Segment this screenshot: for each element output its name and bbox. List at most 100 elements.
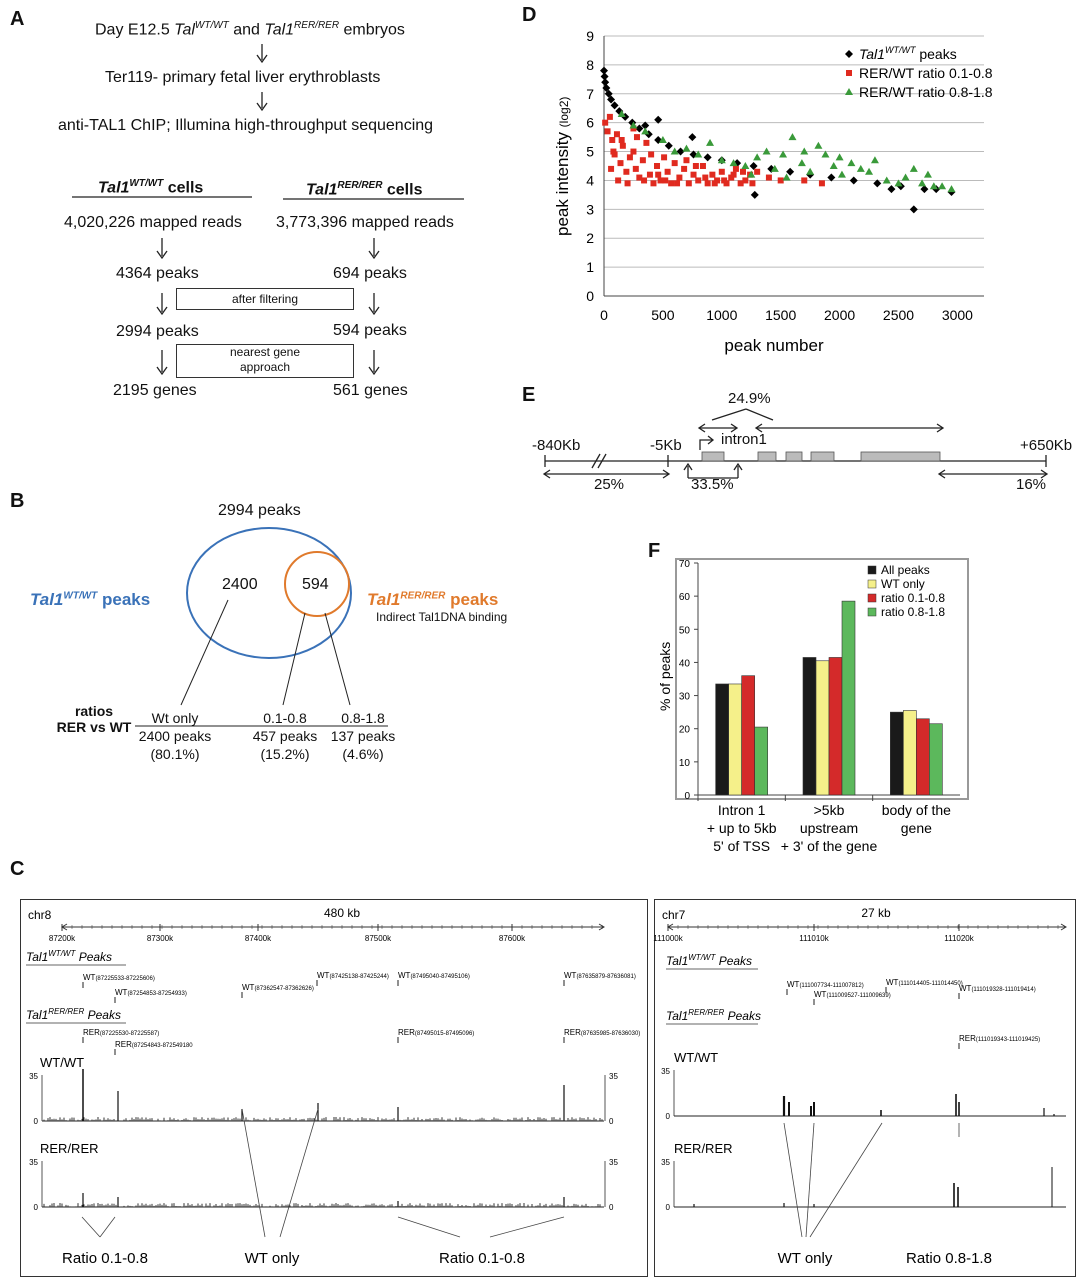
connector-line	[81, 1216, 101, 1238]
legend-swatch	[867, 579, 877, 589]
scatter-point-low	[732, 165, 739, 172]
scatter-point-wt	[641, 121, 650, 130]
pct-right: 16%	[1016, 476, 1047, 493]
legend-marker	[846, 70, 852, 76]
scatter-point-high	[947, 185, 956, 193]
scatter-point-low	[709, 171, 716, 178]
wt-peak-label: WT(87225533-87225606)	[83, 973, 155, 982]
x-tick-label: 2000	[824, 307, 855, 323]
venn-rer-label: Tal1RER/RER peaks	[367, 590, 499, 609]
y-tick-label: 5	[586, 144, 594, 160]
scatter-point-low	[646, 171, 653, 178]
connector-line	[99, 1216, 116, 1238]
connector-line	[809, 1122, 883, 1238]
scatter-point-low	[674, 180, 681, 187]
bar-chart-f: 0 10 20 30 40 50 60 70 % of peaks Intron 1 + up to…	[657, 558, 969, 854]
bar	[841, 600, 856, 796]
wt-peaks-raw: 4364 peaks	[116, 265, 199, 282]
scale-tick-label: 87200k	[49, 934, 76, 943]
scatter-point-low	[630, 148, 637, 155]
y-tick-label: 1	[586, 259, 594, 275]
bottom-annotation: Ratio 0.1-0.8	[439, 1250, 525, 1267]
y-tick-label: 4	[586, 172, 594, 188]
x-tick-label: 2500	[883, 307, 914, 323]
scatter-point-wt	[909, 205, 918, 214]
pipeline-step-2: Ter119- primary fetal liver erythroblast…	[105, 69, 381, 86]
track-wt-ymin: 0	[666, 1112, 671, 1121]
bar	[916, 718, 930, 796]
scatter-point-wt	[615, 107, 624, 116]
filtering-box: after filtering	[176, 288, 354, 310]
scale-tick-label: 87400k	[245, 934, 272, 943]
scatter-point-high	[706, 138, 715, 146]
scatter-point-low	[609, 137, 616, 143]
scale-tick-label: 87300k	[147, 934, 174, 943]
scatter-point-high	[894, 179, 903, 187]
scatter-point-low	[664, 168, 671, 175]
category-label: body of the	[882, 802, 951, 818]
track-wt-label: WT/WT	[40, 1055, 84, 1070]
scatter-point-high	[814, 141, 823, 149]
bar	[728, 683, 742, 796]
scatter-point-low	[662, 177, 669, 184]
scatter-point-high	[901, 173, 910, 181]
scatter-point-wt	[654, 115, 663, 124]
scatter-point-wt	[602, 84, 611, 92]
scatter-point-wt	[600, 66, 608, 75]
x-axis-title: peak number	[724, 336, 824, 355]
bar	[815, 660, 830, 796]
venn-outer-value: 2400	[222, 576, 258, 593]
scatter-point-high	[717, 156, 726, 164]
scatter-point-low	[604, 128, 611, 135]
scatter-point-low	[639, 157, 646, 164]
legend-label: RER/WT ratio 0.1-0.8	[859, 65, 993, 81]
scatter-point-low	[730, 171, 737, 178]
ratio-col-low: 0.1-0.8 457 peaks (15.2%)	[252, 710, 318, 762]
connector-line	[279, 1108, 319, 1238]
scatter-point-low	[704, 180, 711, 187]
scale-tick-label: 111020k	[944, 934, 975, 943]
scatter-point-low	[654, 163, 661, 169]
venn-inner-value: 594	[302, 576, 329, 593]
scatter-point-low	[668, 180, 675, 187]
scatter-point-low	[718, 168, 725, 175]
scatter-point-low	[643, 139, 650, 146]
legend-label: ratio 0.8-1.8	[881, 605, 945, 619]
y-tick-label: 0	[586, 288, 594, 304]
rer-cells-header: Tal1RER/RER cells	[306, 180, 423, 199]
genome-browser-right	[654, 899, 1076, 1277]
scatter-point-low	[737, 180, 744, 187]
wt-peak-label: WT(87635879-87636081)	[564, 971, 636, 980]
intron-label: intron1	[721, 431, 767, 448]
scatter-point-high	[788, 133, 797, 141]
venn-total: 2994 peaks	[218, 502, 301, 519]
track-rer-label: RER/RER	[674, 1141, 733, 1156]
scatter-point-wt	[689, 150, 698, 159]
genome-browser-left	[20, 899, 648, 1277]
legend-marker	[845, 88, 853, 95]
track-rer-ymin: 0	[34, 1203, 39, 1212]
chrom-label: chr8	[28, 908, 52, 922]
nearest-gene-box: nearest gene approach	[176, 344, 354, 378]
scatter-point-high	[682, 144, 691, 152]
scatter-point-wt	[610, 101, 619, 110]
legend-label: WT only	[881, 577, 925, 591]
venn-wt-label: Tal1WT/WT peaks	[30, 590, 151, 609]
scatter-point-high	[865, 167, 874, 175]
scatter-point-low	[641, 177, 648, 184]
rer-peak-label: RER(111019343-111019425)	[959, 1034, 1040, 1043]
scatter-point-high	[629, 121, 638, 129]
connector-line	[783, 1122, 803, 1238]
rer-peak-label: RER(87495015-87495096)	[398, 1028, 474, 1037]
wt-peak-label: WT(111009527-111009639)	[814, 990, 891, 999]
scatter-point-high	[658, 136, 667, 143]
scatter-point-low	[610, 148, 617, 155]
pipeline-step-1: Day E12.5 TalWT/WT and Tal1RER/RER embry…	[95, 20, 405, 39]
scatter-point-wt	[749, 162, 758, 170]
y-axis-title: % of peaks	[657, 642, 673, 711]
scatter-point-wt	[920, 185, 929, 194]
scatter-point-low	[721, 177, 728, 184]
rer-peak-label: RER(87635985-87636030)	[564, 1028, 640, 1037]
track-rer-ymin-right: 0	[609, 1203, 614, 1212]
